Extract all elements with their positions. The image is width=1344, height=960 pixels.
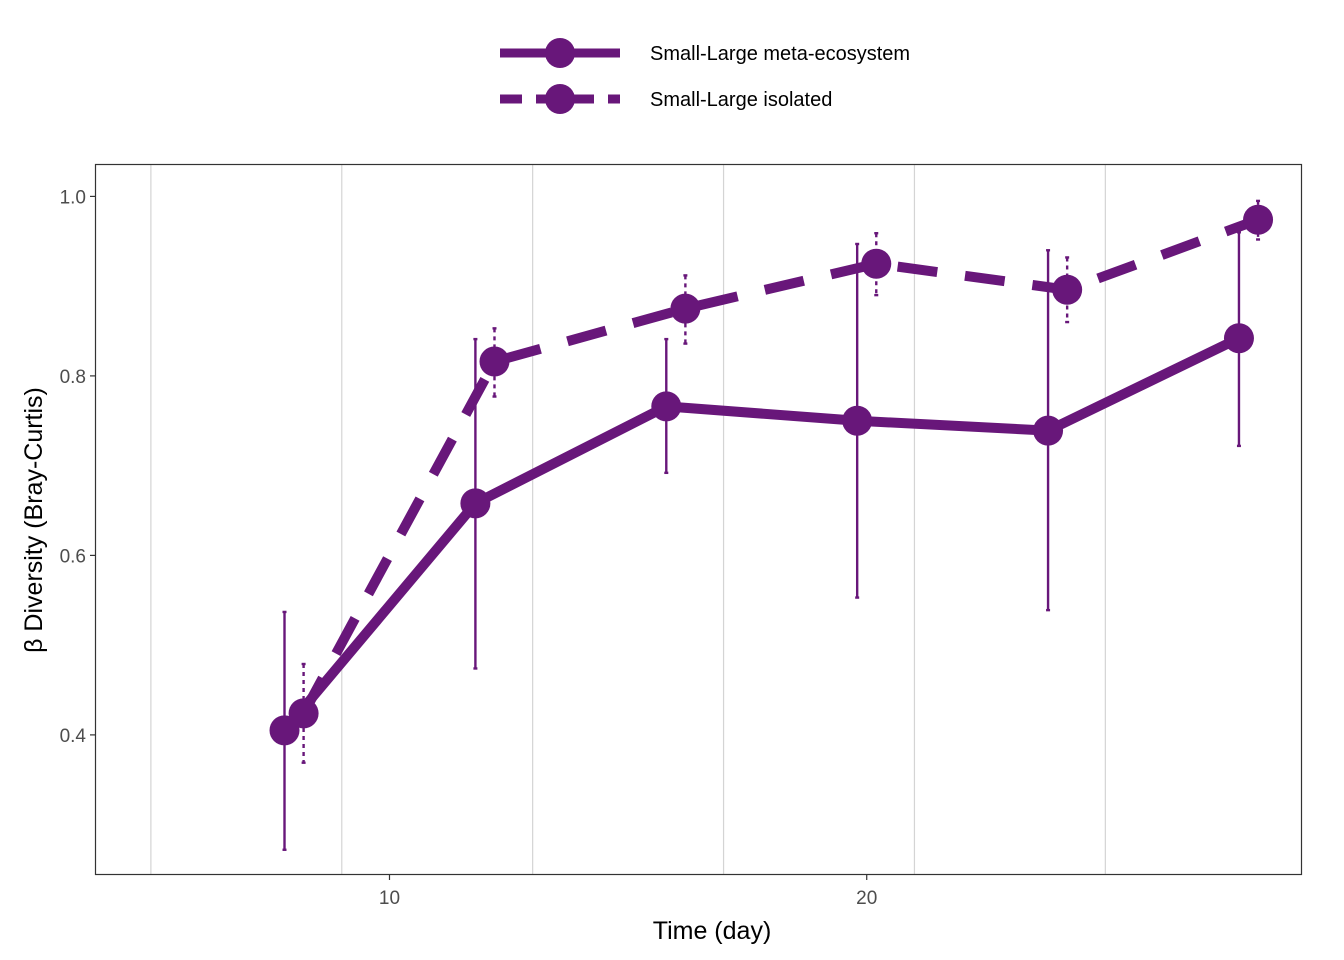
series-meta-ecosystem: [269, 231, 1254, 851]
y-tick-label-2: 0.8: [60, 367, 86, 388]
x-tick-label-0: 10: [379, 888, 400, 909]
data-point-1-5: [1243, 204, 1274, 235]
data-point-1-1: [479, 346, 510, 377]
y-tick-label-0: 0.4: [60, 726, 87, 747]
legend: Small-Large meta-ecosystem Small-Large i…: [500, 38, 910, 114]
series-line-0: [280, 333, 1242, 734]
plot-panel-border: [94, 163, 1303, 876]
axes: 0.4 0.6 0.8 1.0 10 20: [60, 187, 878, 909]
legend-key-marker-isolated: [545, 84, 575, 114]
data-point-1-0: [288, 698, 319, 729]
y-tick-label-1: 0.6: [60, 546, 86, 567]
data-point-0-5: [1223, 323, 1254, 354]
data-point-0-4: [1033, 415, 1064, 446]
series-isolated: [288, 199, 1274, 764]
data-point-0-0: [269, 715, 300, 746]
data-point-0-1: [460, 488, 491, 519]
legend-label-isolated: Small-Large isolated: [650, 89, 832, 111]
x-tick-label-1: 20: [856, 888, 877, 909]
y-axis-title: β Diversity (Bray-Curtis): [20, 387, 48, 653]
x-axis-title: Time (day): [653, 917, 772, 945]
legend-label-meta-ecosystem: Small-Large meta-ecosystem: [650, 43, 910, 65]
legend-key-marker-meta-ecosystem: [545, 38, 575, 68]
y-tick-label-3: 1.0: [60, 187, 86, 208]
data-point-1-2: [670, 293, 701, 324]
series-layer: [269, 199, 1274, 851]
data-point-0-3: [842, 405, 873, 436]
data-point-1-3: [861, 248, 892, 279]
gridlines: [150, 165, 1106, 874]
data-point-0-2: [651, 391, 682, 422]
series-line-1: [299, 215, 1260, 716]
data-point-1-4: [1052, 274, 1083, 305]
